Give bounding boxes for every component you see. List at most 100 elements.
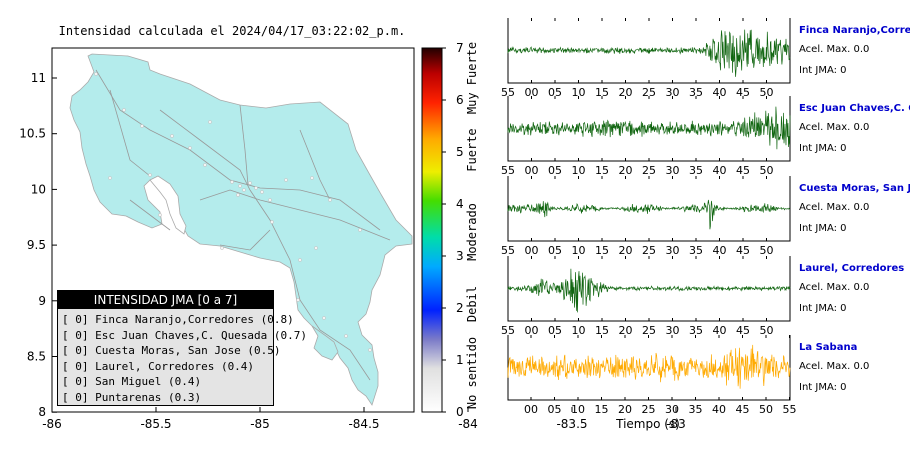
- waveform-trace: [507, 268, 791, 313]
- town-marker: [208, 120, 212, 124]
- colorbar-tick-label: 1: [456, 353, 464, 367]
- town-marker: [122, 108, 126, 112]
- time-tick-label: 05: [548, 86, 562, 99]
- map-y-tick-label: 10: [31, 182, 46, 196]
- town-marker: [242, 188, 246, 192]
- time-tick-label: 20: [618, 403, 632, 416]
- town-marker: [158, 213, 162, 217]
- time-tick-label: 40: [713, 244, 727, 257]
- map-frame: [51, 47, 415, 413]
- time-tick-label: 50: [760, 164, 774, 177]
- waveform-trace: [507, 106, 791, 150]
- map-x-tick-label: -83: [666, 417, 686, 431]
- time-tick-label: 20: [619, 164, 633, 177]
- seismogram-4: 55 00 05 10 15 20 25 30 35 40 45 50 Laurel, Corredor…: [501, 256, 904, 337]
- station-name: Esc Juan Chaves,C. Quesada: [799, 103, 910, 114]
- time-tick-label: 05: [548, 324, 562, 337]
- time-tick-label: 15: [595, 244, 609, 257]
- map-y-tick-label: 10.5: [19, 127, 46, 141]
- town-marker: [310, 176, 314, 180]
- time-tick-label: 45: [736, 403, 750, 416]
- time-tick-label: 45: [736, 86, 750, 99]
- map-title: Intensidad calculada el 2024/04/17_03:22…: [59, 24, 406, 38]
- colorbar-tick-label: 6: [456, 93, 464, 107]
- time-tick-label: 40: [713, 164, 727, 177]
- time-tick-label: 30: [666, 164, 680, 177]
- waveform-trace: [507, 199, 791, 230]
- time-tick-label: 05: [548, 244, 562, 257]
- station-accel: Acel. Max. 0.0: [799, 361, 869, 372]
- map-x-axis: -86 -85.5 -85 -84.5 -84 -83.5 -83: [42, 407, 686, 431]
- time-tick-label: 35: [689, 164, 703, 177]
- station-intensity: Int JMA: 0: [799, 65, 847, 76]
- town-marker: [314, 246, 318, 250]
- time-tick-label: 30: [666, 324, 680, 337]
- time-tick-label: 15: [595, 324, 609, 337]
- time-tick-label: 10: [572, 244, 586, 257]
- time-tick-label: 15: [595, 403, 609, 416]
- map-x-tick-label: -85.5: [140, 417, 171, 431]
- station-accel: Acel. Max. 0.0: [799, 282, 869, 293]
- seismogram-panel: 55 00 05 10 15 20 25 30 35 40 45 50 Finca Naranjo,Co…: [501, 18, 910, 416]
- station-intensity: Int JMA: 0: [799, 223, 847, 234]
- station-intensity: Int JMA: 0: [799, 382, 847, 393]
- town-marker: [108, 176, 112, 180]
- road: [239, 104, 249, 186]
- town-marker: [254, 186, 258, 190]
- station-intensity: Int JMA: 0: [799, 303, 847, 314]
- town-marker: [220, 246, 224, 250]
- map-y-tick-label: 8: [38, 405, 46, 419]
- time-tick-label: 45: [736, 324, 750, 337]
- legend-row: [ 0] Esc Juan Chaves,C. Quesada (0.7): [62, 328, 308, 342]
- time-tick-label: 10: [572, 164, 586, 177]
- town-marker: [284, 178, 288, 182]
- map-x-tick-label: -84.5: [348, 417, 379, 431]
- time-tick-label: 55: [783, 403, 797, 416]
- town-markers: [94, 72, 372, 352]
- map-x-tick-label: -83.5: [556, 417, 587, 431]
- waveform-trace: [507, 29, 791, 77]
- time-tick-label: 50: [760, 244, 774, 257]
- town-marker: [203, 163, 207, 167]
- town-marker: [344, 334, 348, 338]
- map-x-tick-label: -85: [250, 417, 270, 431]
- time-tick-label: 25: [642, 86, 656, 99]
- road-network: [95, 69, 391, 381]
- town-marker: [236, 193, 240, 197]
- time-tick-label: 10: [572, 324, 586, 337]
- time-tick-label: 50: [759, 403, 773, 416]
- time-tick-label: 15: [595, 86, 609, 99]
- town-marker: [140, 124, 144, 128]
- town-marker: [268, 198, 272, 202]
- colorbar-gradient: [421, 47, 443, 413]
- road: [129, 199, 171, 231]
- road: [159, 109, 371, 381]
- map-y-tick-label: 9.5: [27, 238, 46, 252]
- time-tick-label: 00: [525, 86, 539, 99]
- town-marker: [94, 72, 98, 76]
- map-y-axis: 11 10.5 10 9.5 9 8.5 8: [19, 71, 57, 419]
- time-tick-label: 20: [619, 244, 633, 257]
- colorbar-labels: No sentido Debil Moderado Fuerte Muy Fuerte: [465, 42, 479, 409]
- time-tick-label: 35: [689, 86, 703, 99]
- town-marker: [188, 146, 192, 150]
- legend-title: INTENSIDAD JMA [0 a 7]: [58, 291, 273, 309]
- time-tick-label: 00: [525, 164, 539, 177]
- seismogram-3: 55 00 05 10 15 20 25 30 35 40 45 50 Cuesta Moras, Sa…: [501, 176, 910, 257]
- town-marker: [230, 180, 234, 184]
- time-tick-label: 35: [689, 244, 703, 257]
- colorbar-tick-label: 2: [456, 301, 464, 315]
- legend-row: [ 0] Puntarenas (0.3): [62, 390, 202, 404]
- time-tick-label: 30: [666, 86, 680, 99]
- road: [109, 89, 151, 177]
- time-tick-label: 05: [548, 403, 562, 416]
- osa-peninsula: [311, 325, 339, 361]
- road: [299, 129, 331, 201]
- road: [219, 229, 271, 251]
- time-tick-label: 55: [501, 244, 515, 257]
- town-marker: [328, 198, 332, 202]
- time-tick-label: 40: [713, 324, 727, 337]
- time-tick-label: 20: [619, 86, 633, 99]
- time-tick-label: 30: [665, 403, 679, 416]
